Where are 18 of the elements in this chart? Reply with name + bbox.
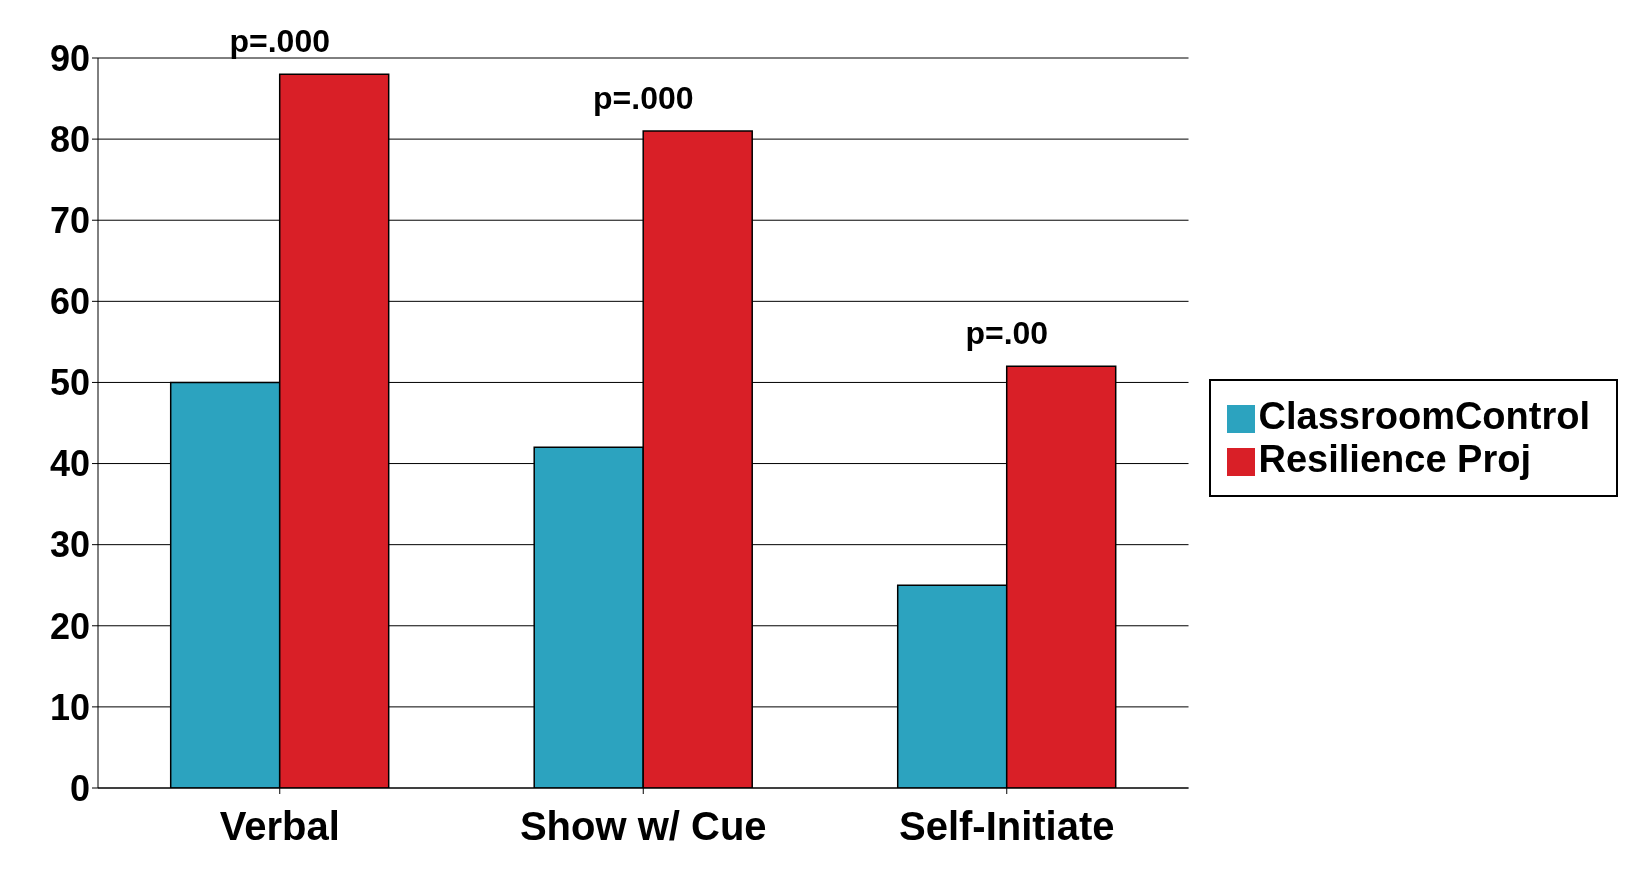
annotation: p=.000	[593, 80, 694, 116]
y-tick-label: 50	[49, 362, 90, 404]
y-tick-label: 60	[49, 281, 90, 323]
y-tick-label: 30	[49, 524, 90, 566]
legend-label: Resilience Proj	[1258, 438, 1531, 480]
legend-label: ClassroomControl	[1258, 395, 1590, 437]
y-tick-label: 20	[49, 605, 90, 647]
y-tick-label: 70	[49, 200, 90, 241]
y-tick-label: 0	[69, 767, 90, 809]
annotation: p=.00	[965, 315, 1049, 352]
x-tick-label: Show w/ Cue	[519, 804, 767, 849]
y-tick-label: 80	[49, 118, 90, 160]
x-tick-label: Self-Initiate	[898, 804, 1115, 849]
annotation: p=.000	[229, 23, 331, 60]
y-tick-label: 40	[49, 443, 90, 485]
y-tick-label: 10	[49, 686, 90, 728]
y-tick-label: 90	[49, 37, 90, 79]
x-tick-label: Verbal	[219, 804, 340, 849]
